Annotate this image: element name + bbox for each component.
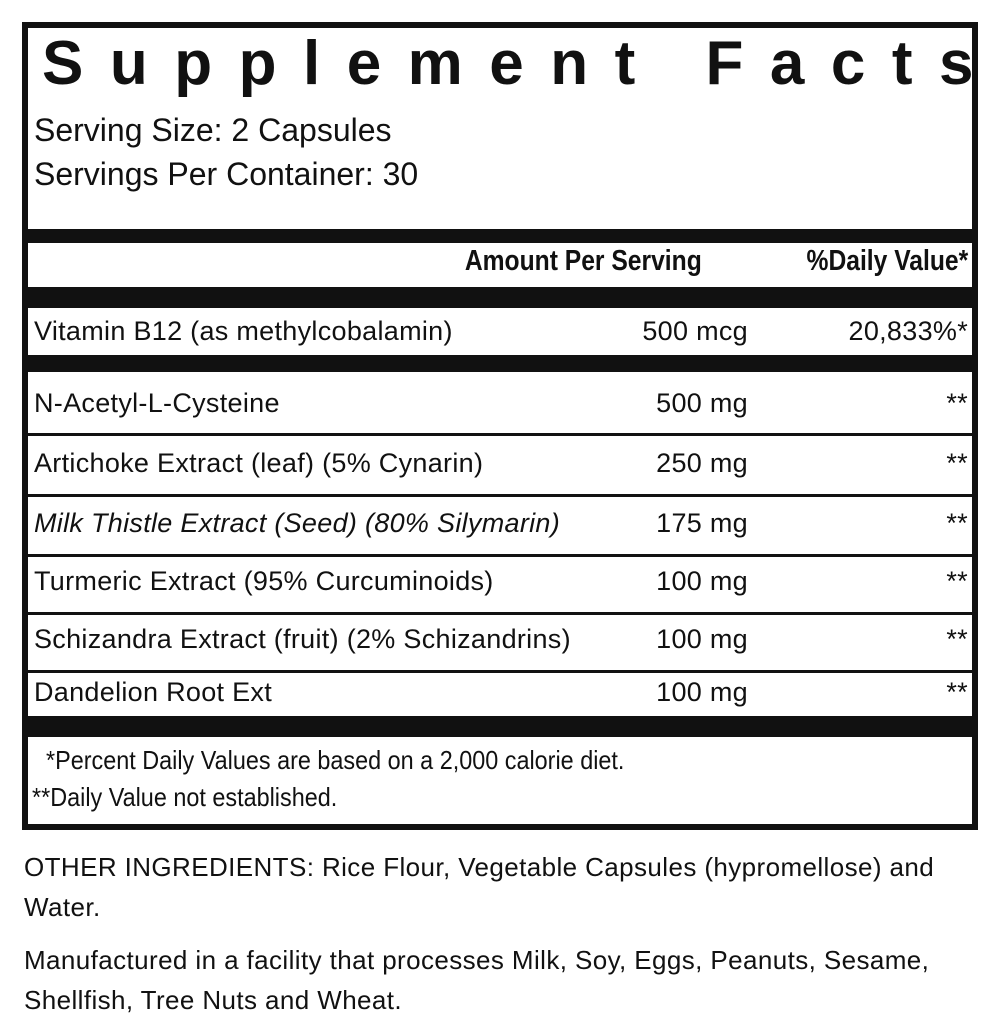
thick-rule [22,355,978,372]
ingredient-amount: 250 mg [656,448,748,478]
daily-value: ** [946,448,968,478]
daily-value: 20,833%* [848,316,968,346]
other-ingredients: OTHER INGREDIENTS: Rice Flour, Vegetable… [24,852,935,922]
footnote: *Percent Daily Values are based on a 2,0… [46,745,625,775]
ingredient-name: N-Acetyl-L-Cysteine [34,388,280,418]
ingredient-amount: 175 mg [656,508,748,538]
ingredient-name: Schizandra Extract (fruit) (2% Schizandr… [34,624,571,654]
row-rule [22,670,978,673]
thick-rule [22,287,978,308]
row-rule [22,612,978,615]
ingredient-name: Turmeric Extract (95% Curcuminoids) [34,566,494,596]
servings-per-container: Servings Per Container: 30 [34,156,419,192]
daily-value: ** [946,388,968,418]
thick-rule [22,716,978,737]
ingredient-amount: 500 mcg [642,316,748,346]
daily-value: ** [946,624,968,654]
daily-value: ** [946,566,968,596]
ingredient-amount: 500 mg [656,388,748,418]
ingredient-name: Artichoke Extract (leaf) (5% Cynarin) [34,448,484,478]
title: Supplement Facts [42,29,1000,98]
ingredient-amount: 100 mg [656,677,748,707]
thick-rule [22,229,978,243]
column-header: Amount Per Serving [465,245,702,277]
ingredient-name: Milk Thistle Extract (Seed) (80% Silymar… [34,508,561,538]
serving-size: Serving Size: 2 Capsules [34,112,392,148]
daily-value: ** [946,677,968,707]
row-rule [22,494,978,497]
ingredient-amount: 100 mg [656,624,748,654]
row-rule [22,554,978,557]
row-rule [22,433,978,436]
facts-box [22,22,978,830]
ingredient-name: Vitamin B12 (as methylcobalamin) [34,316,453,346]
ingredient-name: Dandelion Root Ext [34,677,273,707]
column-header: %Daily Value* [806,245,968,277]
ingredient-amount: 100 mg [656,566,748,596]
allergen-note: Manufactured in a facility that processe… [24,945,930,1015]
footnote: **Daily Value not established. [32,782,338,812]
daily-value: ** [946,508,968,538]
